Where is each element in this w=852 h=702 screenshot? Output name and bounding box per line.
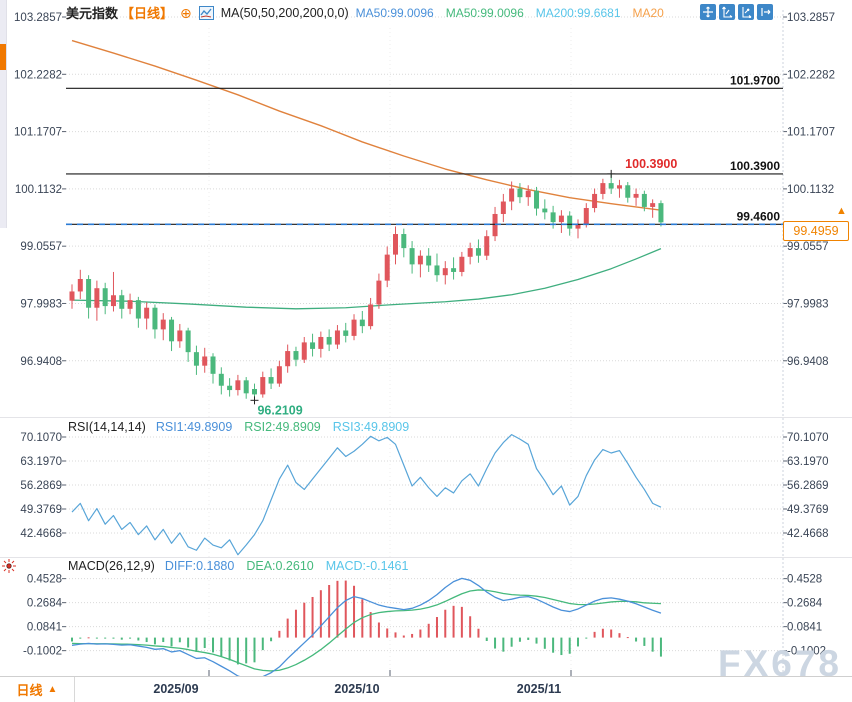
svg-text:103.2857: 103.2857 bbox=[787, 12, 835, 24]
indicator-value: RSI3:49.8909 bbox=[332, 420, 410, 434]
svg-text:102.2282: 102.2282 bbox=[787, 69, 835, 81]
left-scroll-strip[interactable] bbox=[0, 0, 7, 228]
rsi-values: RSI1:49.8909 RSI2:49.8909 RSI3:49.8909 bbox=[156, 420, 409, 434]
svg-text:0.4528: 0.4528 bbox=[27, 574, 62, 586]
indicator-value: MA200:99.6681 bbox=[535, 5, 621, 20]
indicator-value: DEA:0.2610 bbox=[246, 559, 314, 573]
period-label: 日线 bbox=[16, 683, 43, 698]
svg-text:101.1707: 101.1707 bbox=[14, 127, 62, 139]
chart-toolbar bbox=[700, 4, 773, 20]
svg-text:0.2684: 0.2684 bbox=[787, 598, 823, 610]
svg-text:102.2282: 102.2282 bbox=[14, 69, 62, 81]
svg-text:42.4668: 42.4668 bbox=[20, 528, 62, 540]
indicator-value: MA50:99.0096 bbox=[445, 5, 524, 20]
svg-text:103.2857: 103.2857 bbox=[14, 12, 62, 24]
svg-text:100.1132: 100.1132 bbox=[15, 184, 62, 196]
svg-text:99.0557: 99.0557 bbox=[20, 241, 62, 253]
candlestick-series bbox=[69, 173, 664, 401]
svg-text:70.1070: 70.1070 bbox=[20, 432, 62, 444]
goto-latest-icon[interactable] bbox=[757, 4, 773, 20]
fit-vertical-axis-icon[interactable] bbox=[719, 4, 735, 20]
crosshair-move-icon[interactable] bbox=[700, 4, 716, 20]
svg-text:0.4528: 0.4528 bbox=[787, 574, 822, 586]
add-indicator-icon[interactable]: ⊕ bbox=[180, 4, 192, 21]
current-price-badge: 99.4959 bbox=[783, 221, 849, 241]
ma50-line bbox=[71, 248, 662, 310]
price-level-label: 100.3900 bbox=[730, 159, 780, 173]
svg-text:101.1707: 101.1707 bbox=[787, 127, 835, 139]
price-level-label: 101.9700 bbox=[730, 73, 780, 87]
svg-text:49.3769: 49.3769 bbox=[787, 504, 829, 516]
svg-text:42.4668: 42.4668 bbox=[787, 528, 829, 540]
chart-type-icon[interactable] bbox=[198, 5, 214, 20]
svg-text:63.1970: 63.1970 bbox=[787, 456, 829, 468]
svg-text:96.9408: 96.9408 bbox=[20, 356, 62, 368]
date-label: 2025/10 bbox=[334, 682, 380, 696]
svg-text:49.3769: 49.3769 bbox=[20, 504, 62, 516]
rsi-header: RSI(14,14,14) RSI1:49.8909 RSI2:49.8909 RS… bbox=[68, 420, 409, 434]
date-label: 2025/09 bbox=[153, 682, 199, 696]
macd-values: DIFF:0.1880 DEA:0.2610 MACD:-0.1461 bbox=[165, 559, 409, 573]
svg-text:0.0841: 0.0841 bbox=[787, 622, 822, 634]
indicator-value: MACD:-0.1461 bbox=[325, 559, 409, 573]
indicator-value: RSI1:49.8909 bbox=[155, 420, 233, 434]
main-chart-header: 美元指数 【日线】 ⊕ MA(50,50,200,200,0,0) MA50:9… bbox=[66, 3, 664, 22]
macd-series bbox=[71, 580, 662, 665]
svg-text:56.2869: 56.2869 bbox=[20, 480, 62, 492]
svg-text:0.2684: 0.2684 bbox=[27, 598, 63, 610]
svg-text:63.1970: 63.1970 bbox=[20, 456, 62, 468]
indicator-value: RSI2:49.8909 bbox=[244, 420, 321, 434]
symbol-title: 美元指数 bbox=[66, 6, 119, 21]
macd-name: MACD(26,12,9) bbox=[68, 559, 155, 573]
fit-horizontal-axis-icon[interactable] bbox=[738, 4, 754, 20]
bottom-bar: 日线 ▲ 2025/09 2025/10 2025/11 bbox=[0, 676, 852, 702]
svg-text:0.0841: 0.0841 bbox=[27, 622, 62, 634]
svg-text:-0.1002: -0.1002 bbox=[23, 646, 62, 658]
macd-header: MACD(26,12,9) DIFF:0.1880 DEA:0.2610 MACD:… bbox=[68, 559, 408, 573]
indicator-value: MA50:99.0096 bbox=[355, 5, 434, 20]
ma-settings-label: MA(50,50,200,200,0,0) bbox=[220, 5, 349, 20]
indicator-value: DIFF:0.1880 bbox=[164, 559, 235, 573]
svg-text:97.9983: 97.9983 bbox=[787, 298, 829, 310]
indicator-value: MA20 bbox=[632, 5, 664, 20]
svg-text:56.2869: 56.2869 bbox=[787, 480, 829, 492]
period-arrow-icon: ▲ bbox=[47, 684, 58, 695]
svg-text:100.1132: 100.1132 bbox=[787, 184, 834, 196]
svg-text:70.1070: 70.1070 bbox=[787, 432, 829, 444]
dea-line bbox=[71, 589, 661, 672]
rsi-name: RSI(14,14,14) bbox=[68, 420, 146, 434]
low-annotation: 96.2109 bbox=[257, 403, 302, 417]
svg-text:97.9983: 97.9983 bbox=[20, 298, 62, 310]
rsi-line bbox=[71, 433, 662, 556]
high-annotation: 100.3900 bbox=[625, 157, 677, 171]
current-price-arrow: ▲ bbox=[836, 205, 847, 217]
indicator-settings-sun-icon[interactable] bbox=[1, 558, 17, 574]
period-selector[interactable]: 日线 ▲ bbox=[0, 677, 75, 702]
svg-text:96.9408: 96.9408 bbox=[787, 356, 829, 368]
svg-text:-0.1002: -0.1002 bbox=[787, 646, 826, 658]
ma-values: MA50:99.0096 MA50:99.0096 MA200:99.6681 MA2… bbox=[356, 6, 664, 20]
period-tag[interactable]: 【日线】 bbox=[121, 6, 174, 21]
svg-text:99.0557: 99.0557 bbox=[787, 241, 829, 253]
diff-line bbox=[71, 577, 662, 676]
left-scroll-thumb[interactable] bbox=[0, 44, 6, 70]
ma200-line bbox=[71, 39, 662, 211]
date-label: 2025/11 bbox=[516, 682, 562, 696]
price-level-label: 99.4600 bbox=[737, 209, 781, 223]
